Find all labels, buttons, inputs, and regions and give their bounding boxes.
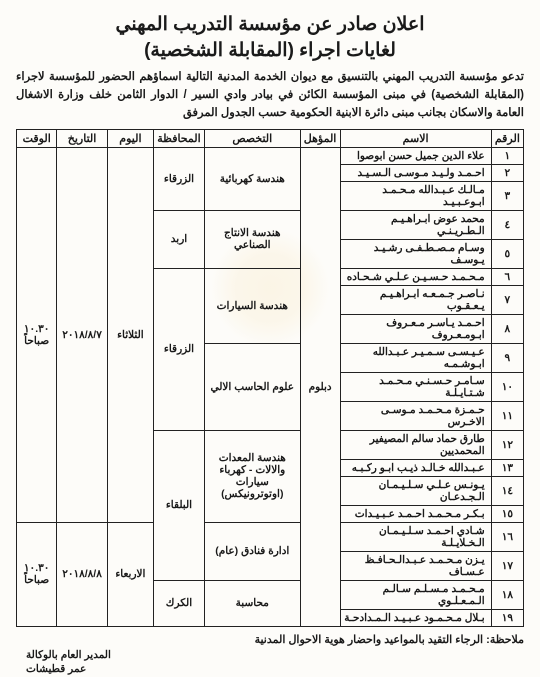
cell-name: بـلال مـحـمـود عـبـيـد الـمـدادحـة bbox=[340, 609, 491, 626]
cell-name: علاء الدين جميل حسن ابوصوا bbox=[340, 147, 491, 164]
cell-spec: علوم الحاسب الالي bbox=[204, 343, 300, 430]
cell-name: شـادي احـمـد سـلـيـمـان الـخـلايـلـة bbox=[340, 522, 491, 551]
table-header-row: الرقم الاسم المؤهل التخصص المحافظة اليوم… bbox=[17, 129, 524, 147]
cell-name: مـالـك عـبـدالله مـحـمـد ابـوعـبـيـد bbox=[340, 181, 491, 210]
signature-name: عمر قطيشات bbox=[26, 663, 86, 675]
cell-num: ٤ bbox=[491, 210, 523, 239]
cell-num: ٨ bbox=[491, 314, 523, 343]
cell-time: ١٠.٣٠ صباحاً bbox=[17, 147, 57, 522]
signature-block: المدير العام بالوكالة عمر قطيشات bbox=[16, 648, 524, 677]
cell-name: بـكـر مـحـمـد احـمـد عـبـيـدات bbox=[340, 505, 491, 522]
table-row: ١٦ شـادي احـمـد سـلـيـمـان الـخـلايـلـة … bbox=[17, 522, 524, 551]
header-gov: المحافظة bbox=[154, 129, 205, 147]
cell-num: ١٩ bbox=[491, 609, 523, 626]
cell-name: نـاصـر جـمـعـه ابـراهـيـم يـعـقـوب bbox=[340, 285, 491, 314]
cell-gov: الكرك bbox=[154, 580, 205, 626]
cell-num: ٥ bbox=[491, 239, 523, 268]
cell-name: حـمـزة مـحـمـد مـوسـى الاخـرس bbox=[340, 401, 491, 430]
header-num: الرقم bbox=[491, 129, 523, 147]
cell-num: ١٦ bbox=[491, 522, 523, 551]
cell-name: طارق حماد سالم المصيفير المحمديين bbox=[340, 430, 491, 459]
cell-name: مـحـمـد حـسـيـن عـلـي شـحـاده bbox=[340, 268, 491, 285]
cell-name: عـبـدالله خـالـد ذيـب ابـو ركـبـه bbox=[340, 459, 491, 476]
cell-name: احـمـد ولـيـد مـوسـى الـسـيـد bbox=[340, 164, 491, 181]
cell-spec: هندسة المعدات والالات - كهرباء سيارات (ا… bbox=[204, 430, 300, 522]
cell-num: ٧ bbox=[491, 285, 523, 314]
cell-time: ١٠.٣٠ صباحاً bbox=[17, 522, 57, 626]
cell-name: وسـام مـصـطـفـى رشـيـد يـوسـف bbox=[340, 239, 491, 268]
cell-name: محمد عوض ابـراهـيـم الـطـريـنـي bbox=[340, 210, 491, 239]
cell-num: ١٠ bbox=[491, 372, 523, 401]
signature-title: المدير العام بالوكالة bbox=[26, 649, 111, 661]
cell-spec: هندسة كهربائية bbox=[204, 147, 300, 210]
title-line-2: لغايات اجراء (المقابلة الشخصية) bbox=[144, 40, 396, 61]
table-row: ١ علاء الدين جميل حسن ابوصوا دبلوم هندسة… bbox=[17, 147, 524, 164]
cell-date: ٢٠١٨/٨/٧ bbox=[57, 147, 107, 522]
footer-note: ملاحظة: الرجاء التقيد بالمواعيد واحضار ه… bbox=[16, 633, 524, 646]
cell-qualification: دبلوم bbox=[300, 147, 340, 626]
cell-num: ١٤ bbox=[491, 476, 523, 505]
cell-num: ٢ bbox=[491, 164, 523, 181]
cell-num: ١٢ bbox=[491, 430, 523, 459]
cell-name: سـامـر حـسـنـي مـحـمـد شـتـايـلـة bbox=[340, 372, 491, 401]
cell-day: الاربعاء bbox=[107, 522, 153, 626]
cell-gov: اربد bbox=[154, 210, 205, 268]
cell-name: احـمـد يـاسـر مـعـروف ابـومـعـروف bbox=[340, 314, 491, 343]
candidates-table: الرقم الاسم المؤهل التخصص المحافظة اليوم… bbox=[16, 129, 524, 627]
cell-num: ٩ bbox=[491, 343, 523, 372]
cell-spec: هندسة الانتاج الصناعي bbox=[204, 210, 300, 268]
cell-num: ٣ bbox=[491, 181, 523, 210]
cell-num: ١٧ bbox=[491, 551, 523, 580]
header-date: التاريخ bbox=[57, 129, 107, 147]
cell-date: ٢٠١٨/٨/٨ bbox=[57, 522, 107, 626]
cell-gov: الزرقاء bbox=[154, 268, 205, 430]
header-name: الاسم bbox=[340, 129, 491, 147]
cell-spec: محاسبة bbox=[204, 580, 300, 626]
cell-num: ١٨ bbox=[491, 580, 523, 609]
cell-num: ١ bbox=[491, 147, 523, 164]
title-line-1: اعلان صادر عن مؤسسة التدريب المهني bbox=[116, 14, 425, 35]
cell-day: الثلاثاء bbox=[107, 147, 153, 522]
header-day: اليوم bbox=[107, 129, 153, 147]
cell-gov: البلقاء bbox=[154, 430, 205, 580]
header-qual: المؤهل bbox=[300, 129, 340, 147]
cell-name: يـونـس عـلـي سـلـيـمـان الـجـدعـان bbox=[340, 476, 491, 505]
cell-spec: ادارة فنادق (عام) bbox=[204, 522, 300, 580]
cell-num: ١٥ bbox=[491, 505, 523, 522]
cell-name: مـحـمـد مـسـلـم سـالـم الـمـعـلـوي bbox=[340, 580, 491, 609]
page-title: اعلان صادر عن مؤسسة التدريب المهني لغايا… bbox=[16, 12, 524, 63]
cell-num: ١٣ bbox=[491, 459, 523, 476]
cell-name: عـيـسـى سـمـيـر عـبـدالله ابـوشـمـه bbox=[340, 343, 491, 372]
cell-spec: هندسة السيارات bbox=[204, 268, 300, 343]
cell-gov: الزرقاء bbox=[154, 147, 205, 210]
cell-name: يـزن مـحـمـد عـبـدالـحـافـظ عـسـاف bbox=[340, 551, 491, 580]
header-time: الوقت bbox=[17, 129, 57, 147]
intro-paragraph: تدعو مؤسسة التدريب المهني بالتنسيق مع دي… bbox=[16, 69, 524, 122]
cell-num: ١١ bbox=[491, 401, 523, 430]
header-spec: التخصص bbox=[204, 129, 300, 147]
cell-num: ٦ bbox=[491, 268, 523, 285]
